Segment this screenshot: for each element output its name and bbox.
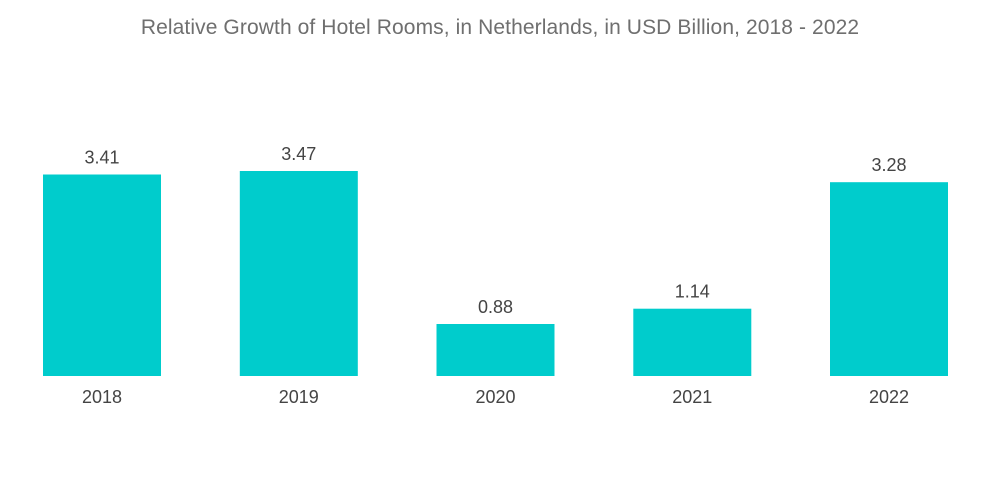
value-label-2022: 3.28 bbox=[871, 155, 906, 175]
x-axis-tick-labels: 2018 2019 2020 2021 2022 bbox=[82, 387, 909, 407]
x-tick-label-2021: 2021 bbox=[672, 387, 712, 407]
bars-group bbox=[43, 171, 948, 376]
bar-2021 bbox=[633, 308, 752, 376]
bar-2020 bbox=[436, 324, 555, 376]
value-label-2020: 0.88 bbox=[478, 297, 513, 317]
value-label-2019: 3.47 bbox=[281, 144, 316, 164]
x-tick-label-2018: 2018 bbox=[82, 387, 122, 407]
value-label-2018: 3.41 bbox=[84, 148, 119, 168]
x-tick-label-2019: 2019 bbox=[279, 387, 319, 407]
bar-2018 bbox=[43, 174, 161, 376]
x-tick-label-2022: 2022 bbox=[869, 387, 909, 407]
x-tick-label-2020: 2020 bbox=[475, 387, 515, 407]
value-labels-group: 3.41 3.47 0.88 1.14 3.28 bbox=[84, 144, 906, 317]
bar-2019 bbox=[239, 171, 358, 376]
bar-2022 bbox=[830, 182, 948, 376]
chart-title: Relative Growth of Hotel Rooms, in Nethe… bbox=[140, 16, 860, 39]
value-label-2021: 1.14 bbox=[675, 282, 710, 302]
